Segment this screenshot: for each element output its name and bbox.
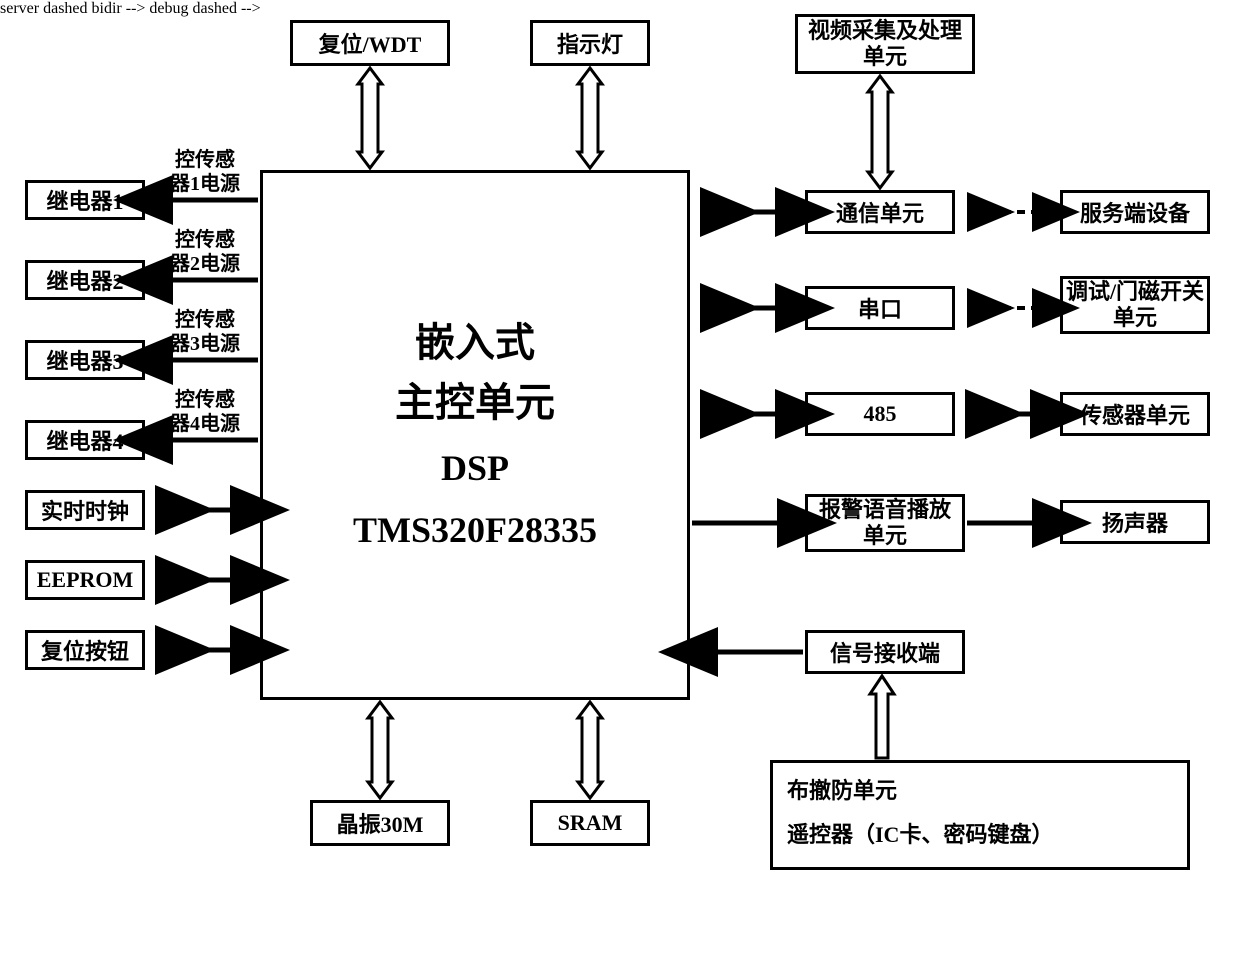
serial-box: 串口	[805, 286, 955, 330]
arrow-comm-server	[955, 203, 1060, 221]
main-model: TMS320F28335	[353, 503, 597, 557]
main-dsp: DSP	[441, 441, 509, 495]
relay2-box: 继电器2	[25, 260, 145, 300]
rtc-box: 实时时钟	[25, 490, 145, 530]
arrow-main-comm	[690, 203, 805, 221]
indicator-box: 指示灯	[530, 20, 650, 66]
arrow-serial-debug	[955, 299, 1060, 317]
arrow-crystal-main	[368, 700, 392, 800]
arrow-485-sensor	[955, 405, 1060, 423]
arrow-main-alarm	[690, 514, 805, 532]
relay4-box: 继电器4	[25, 420, 145, 460]
main-line1: 嵌入式	[415, 313, 535, 373]
arrow-arm-receiver	[870, 674, 894, 760]
arrow-receiver-main	[690, 643, 805, 661]
arrow-sram-main	[578, 700, 602, 800]
crystal-box: 晶振30M	[310, 800, 450, 846]
arrow-indicator-main	[578, 66, 602, 170]
arm-body: 遥控器（IC卡、密码键盘）	[787, 817, 1173, 849]
debug-box: 调试/门磁开关单元	[1060, 276, 1210, 334]
arrow-main-relay2	[145, 271, 260, 289]
label-sensor3-power: 控传感器3电源	[155, 308, 255, 356]
speaker-box: 扬声器	[1060, 500, 1210, 544]
reset-button-box: 复位按钮	[25, 630, 145, 670]
main-line2: 主控单元	[395, 373, 555, 433]
arm-title: 布撤防单元	[787, 773, 1173, 805]
arrow-main-485	[690, 405, 805, 423]
comm-unit-box: 通信单元	[805, 190, 955, 234]
arrow-main-serial	[690, 299, 805, 317]
sram-box: SRAM	[530, 800, 650, 846]
arrow-main-relay1	[145, 191, 260, 209]
label-sensor2-power: 控传感器2电源	[155, 228, 255, 276]
eeprom-box: EEPROM	[25, 560, 145, 600]
relay1-box: 继电器1	[25, 180, 145, 220]
arrow-video-comm	[868, 74, 892, 190]
arm-disarm-box: 布撤防单元 遥控器（IC卡、密码键盘）	[770, 760, 1190, 870]
arrow-reset-main	[358, 66, 382, 170]
arrow-main-relay4	[145, 431, 260, 449]
arrow-main-rtc	[145, 501, 260, 519]
relay3-box: 继电器3	[25, 340, 145, 380]
arrow-alarm-speaker	[965, 514, 1060, 532]
receiver-box: 信号接收端	[805, 630, 965, 674]
main-controller-box: 嵌入式 主控单元 DSP TMS320F28335	[260, 170, 690, 700]
server-box: 服务端设备	[1060, 190, 1210, 234]
reset-wdt-box: 复位/WDT	[290, 20, 450, 66]
label-sensor1-power: 控传感器1电源	[155, 148, 255, 196]
arrow-main-relay3	[145, 351, 260, 369]
sensor-unit-box: 传感器单元	[1060, 392, 1210, 436]
arrow-main-resetbtn	[145, 641, 260, 659]
alarm-box: 报警语音播放单元	[805, 494, 965, 552]
video-box: 视频采集及处理单元	[795, 14, 975, 74]
label-sensor4-power: 控传感器4电源	[155, 388, 255, 436]
bus485-box: 485	[805, 392, 955, 436]
arrow-main-eeprom	[145, 571, 260, 589]
